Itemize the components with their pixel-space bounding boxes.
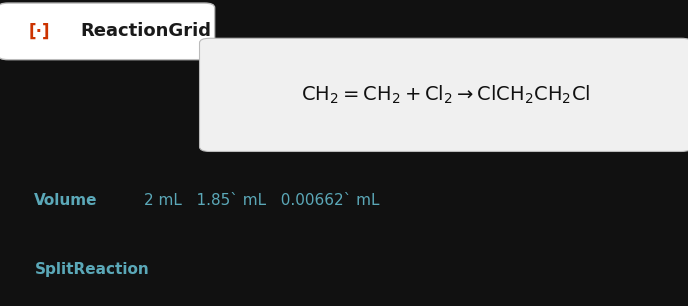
Text: [·]: [·] <box>29 22 50 40</box>
Text: Volume: Volume <box>34 193 98 208</box>
Text: SplitReaction: SplitReaction <box>34 262 149 277</box>
FancyBboxPatch shape <box>0 3 215 60</box>
Text: ReactionGrid: ReactionGrid <box>80 22 211 40</box>
Text: $\mathregular{CH_2{=}CH_2 + Cl_2 \rightarrow ClCH_2CH_2Cl}$: $\mathregular{CH_2{=}CH_2 + Cl_2 \righta… <box>301 84 590 106</box>
FancyBboxPatch shape <box>200 38 688 151</box>
Text: 2 mL   1.85` mL   0.00662` mL: 2 mL 1.85` mL 0.00662` mL <box>144 193 380 208</box>
